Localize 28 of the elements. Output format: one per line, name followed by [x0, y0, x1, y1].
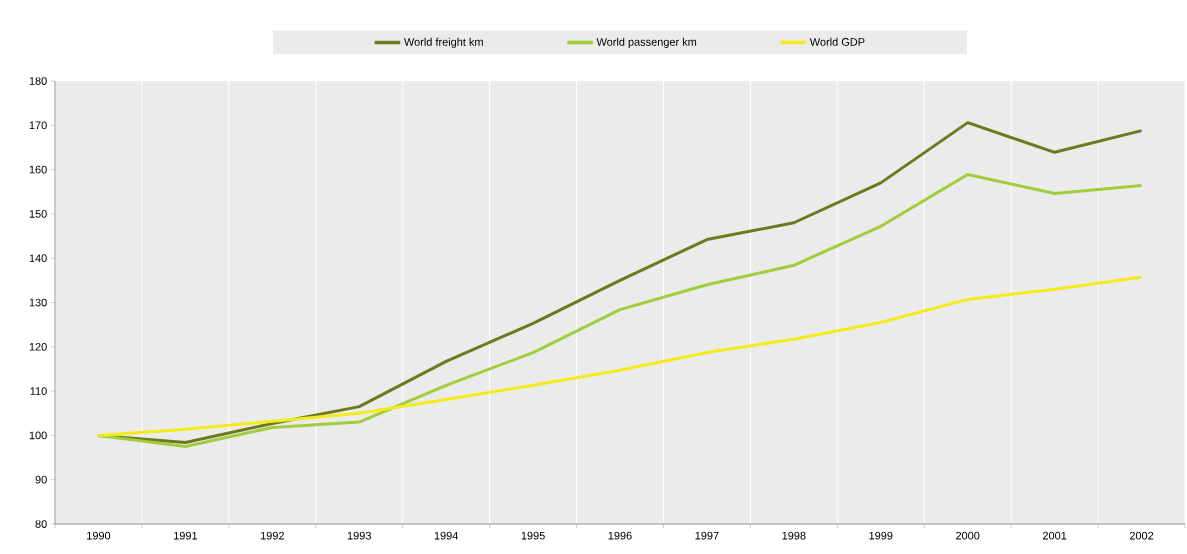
y-tick-label: 130: [29, 298, 47, 307]
line-series: [96, 172, 1144, 448]
y-tick-label: 120: [29, 342, 47, 351]
x-tick-label: 1993: [347, 531, 371, 540]
x-tick-label: 1995: [521, 531, 545, 540]
x-tick-label: 1992: [260, 531, 284, 540]
y-tick-label: 110: [30, 387, 47, 395]
x-tick-label: 1999: [869, 531, 893, 540]
x-tick-label: 2002: [1129, 531, 1154, 540]
x-tick-label: 2001: [1042, 531, 1067, 540]
legend-label: World passenger km: [596, 37, 697, 48]
y-tick-label: 180: [29, 77, 47, 85]
x-tick-label: 1996: [608, 531, 632, 540]
y-tick-label: 170: [29, 121, 47, 130]
legend-label: World freight km: [404, 37, 483, 48]
x-tick-label: 1997: [695, 531, 719, 540]
y-tick-label: 140: [29, 254, 47, 263]
y-tick-label: 100: [29, 431, 47, 440]
legend-label: World GDP: [809, 37, 865, 46]
x-tick-label: 1990: [87, 531, 111, 540]
x-tick-label: 1998: [782, 531, 806, 540]
x-tick-label: 2000: [956, 531, 980, 540]
y-tick-label: 90: [35, 475, 47, 484]
y-tick-label: 80: [35, 520, 47, 528]
y-tick-label: 150: [29, 210, 47, 218]
x-tick-label: 1991: [174, 531, 198, 540]
y-tick-label: 160: [29, 165, 47, 174]
x-tick-label: 1994: [434, 531, 459, 540]
